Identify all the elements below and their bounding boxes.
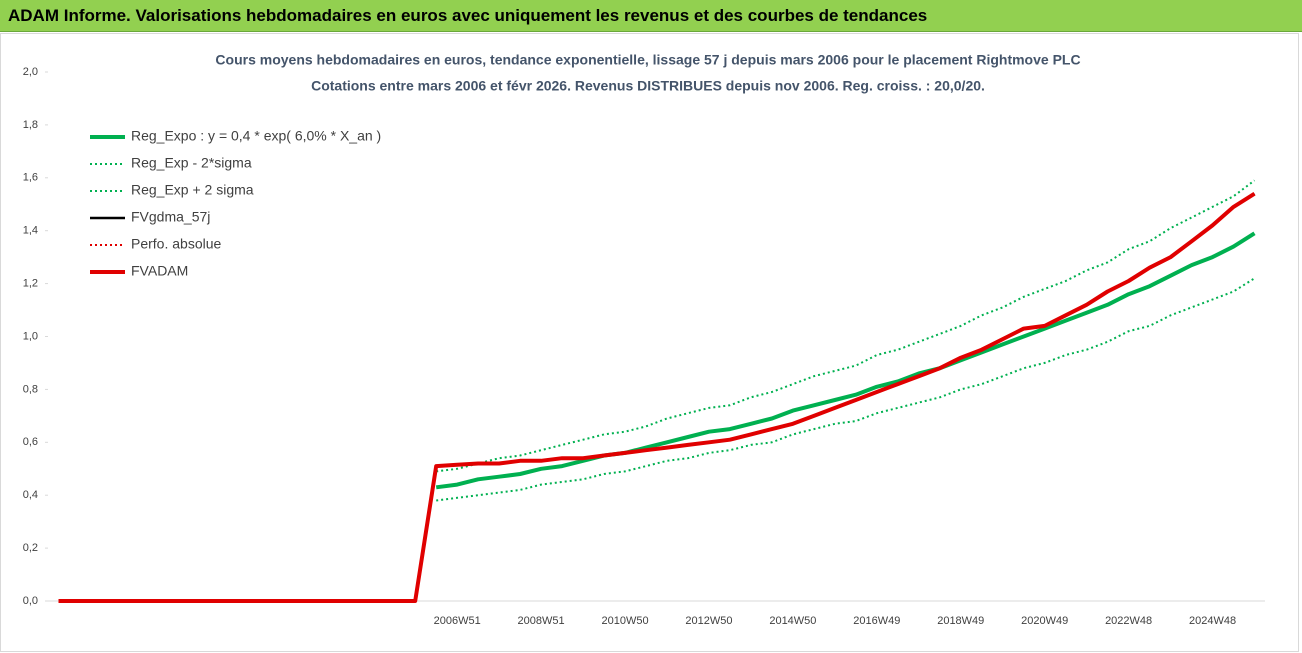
x-tick-label: 2016W49 [853, 615, 900, 627]
chart-subtitle: Cotations entre mars 2006 et févr 2026. … [311, 78, 985, 94]
chart-frame [0, 33, 1299, 652]
y-tick-label: 0,0 [23, 595, 38, 607]
x-tick-label: 2010W50 [601, 615, 648, 627]
x-tick-label: 2018W49 [937, 615, 984, 627]
legend-label: Reg_Expo : y = 0,4 * exp( 6,0% * X_an ) [131, 128, 381, 144]
y-tick-label: 1,6 [23, 172, 38, 184]
header: ADAM Informe. Valorisations hebdomadaire… [0, 0, 1302, 32]
y-tick-label: 0,8 [23, 383, 38, 395]
y-tick-label: 1,0 [23, 330, 38, 342]
series-line [58, 192, 1256, 603]
legend-label: FVADAM [131, 263, 188, 279]
x-tick-label: 2014W50 [769, 615, 816, 627]
chart: Cours moyens hebdomadaires en euros, ten… [0, 33, 1299, 652]
legend-label: Perfo. absolue [131, 236, 221, 252]
header-title: ADAM Informe. Valorisations hebdomadaire… [8, 6, 928, 25]
x-tick-label: 2022W48 [1105, 615, 1152, 627]
y-tick-label: 1,4 [23, 225, 38, 237]
y-tick-label: 2,0 [23, 66, 38, 78]
series-line [435, 231, 1256, 490]
x-tick-label: 2012W50 [685, 615, 732, 627]
y-tick-label: 0,6 [23, 436, 38, 448]
x-tick-label: 2020W49 [1021, 615, 1068, 627]
y-tick-label: 1,2 [23, 278, 38, 290]
x-tick-label: 2008W51 [518, 615, 565, 627]
legend-label: Reg_Exp + 2 sigma [131, 182, 254, 198]
legend-label: FVgdma_57j [131, 209, 210, 225]
x-tick-label: 2024W48 [1189, 615, 1236, 627]
y-tick-label: 0,2 [23, 542, 38, 554]
x-tick-label: 2006W51 [434, 615, 481, 627]
chart-title: Cours moyens hebdomadaires en euros, ten… [215, 52, 1080, 68]
y-tick-label: 0,4 [23, 489, 38, 501]
legend-label: Reg_Exp - 2*sigma [131, 155, 252, 171]
y-tick-label: 1,8 [23, 119, 38, 131]
